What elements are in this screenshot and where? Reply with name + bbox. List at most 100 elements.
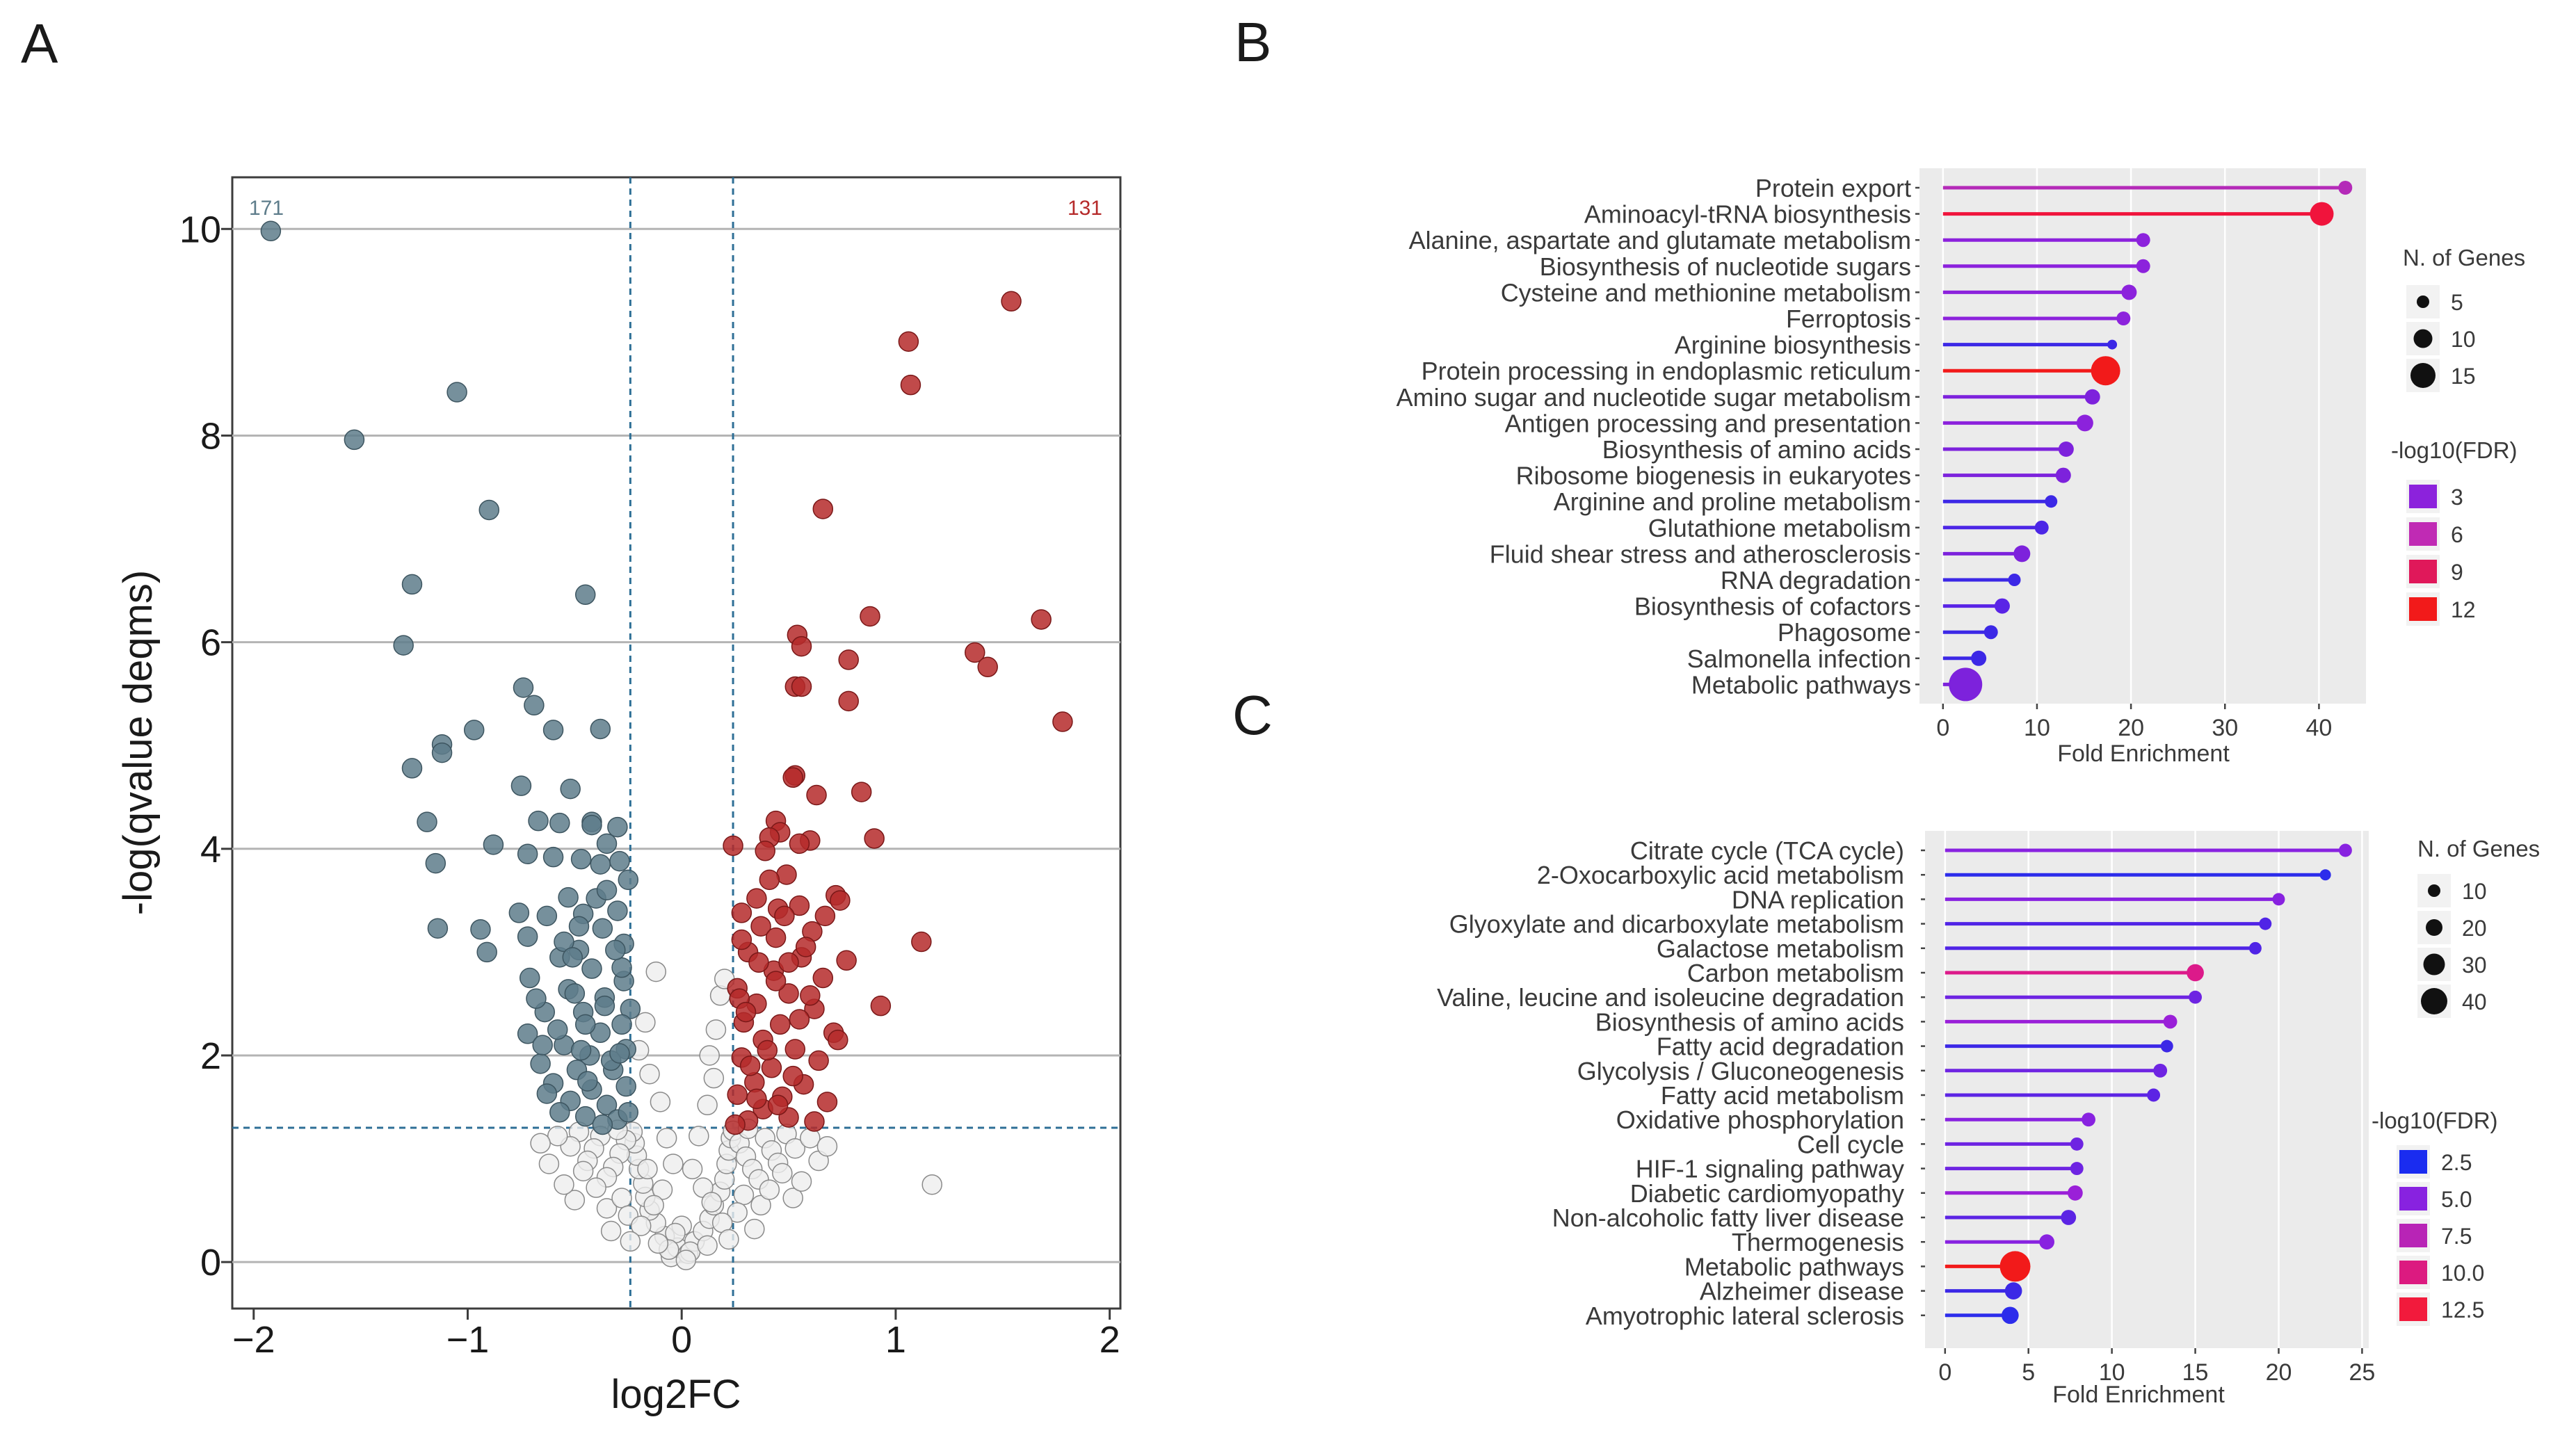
lollipop-point [2004,1282,2022,1300]
data-point-down [596,1094,618,1116]
data-point-ns [816,1135,838,1157]
category-label: Cell cycle [1797,1130,1904,1158]
lollipop-point [2116,311,2131,325]
data-point-down [611,957,632,978]
lollipop-point [2189,990,2203,1004]
data-point-up [965,642,985,663]
data-point-down [562,947,583,968]
data-point-down [542,846,564,868]
data-point-ns [620,1231,641,1252]
lollipop-point [2001,1306,2019,1325]
lollipop-point [2338,843,2352,857]
data-point-down [605,939,626,961]
size-legend-dot [2413,329,2433,348]
data-point-ns [718,1229,739,1250]
data-point-down [260,220,282,242]
data-point-down [618,869,639,891]
volcano-y-axis-label: -log(qvalue deqms) [115,570,161,915]
x-tick-label: 10 [2024,715,2050,741]
x-tick-label: 20 [2266,1359,2292,1386]
data-point-up [898,331,919,352]
data-point-up [812,967,834,989]
data-point-up [774,905,795,927]
lollipop-point [2045,495,2058,508]
y-tick-label: 2 [200,1035,221,1077]
color-legend-label: 12 [2451,597,2476,622]
category-label: Thermogenesis [1732,1228,1904,1256]
panel-label-a: A [21,13,58,74]
y-tick-label: 6 [200,622,221,664]
category-label: Citrate cycle (TCA cycle) [1630,836,1904,865]
data-point-up [808,1050,829,1071]
data-point-ns [564,1190,586,1211]
chart-c-size-legend: 10 20 30 40 [2417,874,2487,1018]
data-point-down [590,718,611,740]
data-point-down [536,1083,558,1104]
lollipop-point [2070,1162,2084,1176]
chart-b-size-legend-title: N. of Genes [2403,245,2525,270]
volcano-gridlines [232,227,1120,1263]
category-label: Arginine and proline metabolism [1554,487,1911,516]
data-point-down [478,499,500,521]
data-point-ns [663,1153,684,1174]
size-legend-label: 5 [2451,290,2463,315]
color-legend-label: 9 [2451,560,2463,585]
data-point-up [860,606,880,627]
data-point-up [1052,711,1073,732]
data-point-down [528,810,549,832]
category-label: Salmonella infection [1687,645,1911,673]
data-point-ns [744,1218,765,1240]
category-label: Aminoacyl-tRNA biosynthesis [1584,200,1911,229]
chart-c-size-legend-title: N. of Genes [2417,836,2540,861]
data-point-ns [759,1179,780,1200]
category-label: Metabolic pathways [1684,1252,1904,1281]
size-legend-dot [2417,295,2429,308]
data-point-down [393,635,414,656]
data-point-ns [639,1063,660,1085]
size-legend-label: 40 [2462,989,2487,1014]
data-point-down [547,1019,568,1040]
lollipop-point [2272,893,2285,906]
data-point-down [476,941,497,963]
data-point-up [767,1094,789,1116]
data-point-ns [656,1128,677,1149]
data-point-down [570,848,592,870]
data-point-ns [675,1249,697,1270]
lollipop-point [2163,1014,2177,1029]
data-point-ns [635,1012,656,1033]
size-legend-dot [2428,884,2440,897]
data-point-down [344,429,365,451]
data-point-up [830,890,851,911]
data-point-ns [650,1092,671,1112]
data-point-down [417,811,437,832]
data-point-up [778,983,799,1004]
data-point-up [735,1001,757,1023]
data-point-down [517,1023,538,1044]
panel-label-c: C [1232,684,1273,746]
size-legend-dot [2410,363,2436,388]
data-point-ns [611,1188,632,1208]
data-point-up [838,649,859,670]
x-tick-label: 25 [2349,1359,2375,1386]
category-label: Biosynthesis of amino acids [1602,435,1911,464]
chart-b-x-axis-label: Fold Enrichment [2057,740,2230,767]
category-label: Phagosome [1778,618,1911,647]
x-tick-label: 0 [671,1319,692,1361]
data-point-up [739,1055,761,1076]
data-point-down [532,1035,553,1055]
color-legend-swatch [2409,485,2437,508]
data-point-up [782,1065,803,1087]
size-legend-label: 10 [2462,879,2487,904]
data-point-ns [630,1215,652,1236]
data-point-down [519,967,540,989]
data-point-ns [784,1138,806,1159]
data-point-ns [637,1158,658,1180]
data-point-up [746,1088,767,1110]
data-point-ns [697,1235,718,1256]
lollipop-point [2338,181,2353,195]
data-point-down [446,382,467,403]
data-point-down [596,833,618,855]
category-label: HIF-1 signaling pathway [1636,1155,1904,1183]
x-tick-label: 0 [1936,715,1949,741]
size-legend-label: 10 [2451,327,2476,352]
